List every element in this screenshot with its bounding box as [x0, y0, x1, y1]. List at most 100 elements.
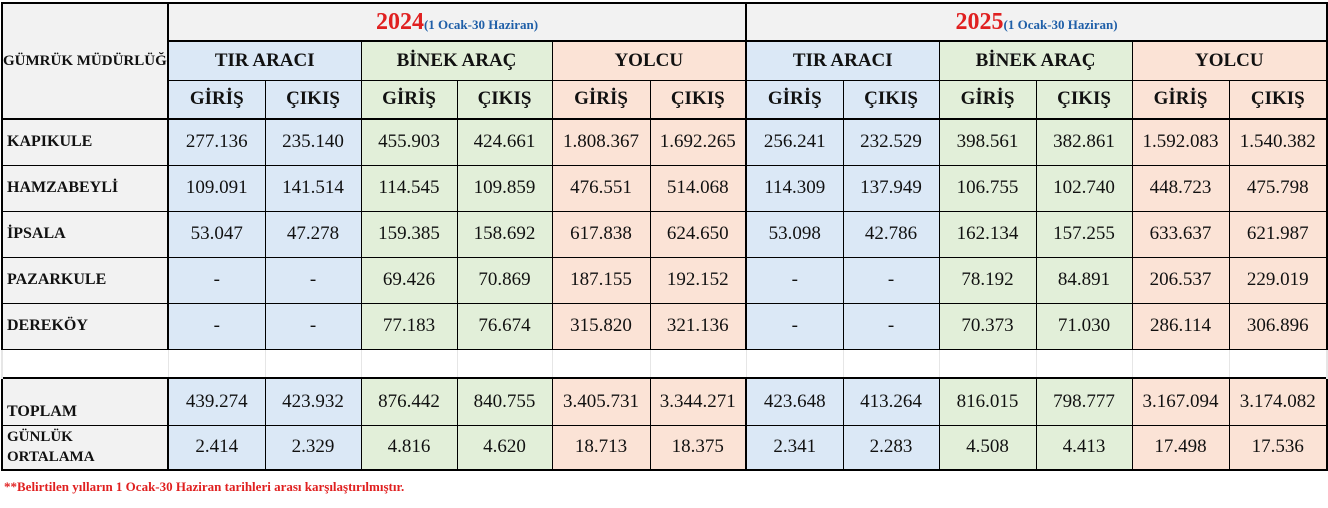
col-giris: GİRİŞ — [938, 79, 1037, 120]
average-cell: 17.536 — [1228, 424, 1328, 471]
table-cell: 448.723 — [1131, 164, 1230, 212]
table-cell: 277.136 — [167, 118, 266, 166]
table-cell: 76.674 — [456, 302, 553, 350]
table-cell: 621.987 — [1228, 210, 1328, 258]
table-cell: 235.140 — [264, 118, 362, 166]
table-cell: 70.869 — [456, 256, 553, 304]
table-cell: - — [264, 256, 362, 304]
average-cell: 4.508 — [938, 424, 1037, 471]
table-cell: - — [745, 256, 844, 304]
table-row: HAMZABEYLİ 109.091 141.514 114.545 109.859 47… — [1, 164, 1328, 212]
customs-office-name: HAMZABEYLİ — [1, 164, 169, 212]
customs-office-name: PAZARKULE — [1, 256, 169, 304]
total-cell: 3.344.271 — [649, 377, 747, 426]
average-cell: 17.498 — [1131, 424, 1230, 471]
customs-office-header: GÜMRÜK MÜDÜRLÜĞÜ — [1, 2, 169, 120]
table-cell: 71.030 — [1035, 302, 1133, 350]
col-giris: GİRİŞ — [1131, 79, 1230, 120]
table-cell: 84.891 — [1035, 256, 1133, 304]
average-cell: 4.620 — [456, 424, 553, 471]
table-cell: - — [745, 302, 844, 350]
table-cell: 137.949 — [842, 164, 940, 212]
col-cikis: ÇIKIŞ — [1035, 79, 1133, 120]
table-cell: 159.385 — [360, 210, 458, 258]
group-binek-2024: BİNEK ARAÇ — [360, 40, 553, 81]
total-cell: 3.174.082 — [1228, 377, 1328, 426]
table-cell: 206.537 — [1131, 256, 1230, 304]
table-cell: 633.637 — [1131, 210, 1230, 258]
col-cikis: ÇIKIŞ — [842, 79, 940, 120]
col-giris: GİRİŞ — [745, 79, 844, 120]
table-row: PAZARKULE - -69.426 70.869 187.155 192.152- -7… — [1, 256, 1328, 304]
average-cell: 2.341 — [745, 424, 844, 471]
table-cell: 476.551 — [551, 164, 651, 212]
group-tir-2024: TIR ARACI — [167, 40, 362, 81]
table-cell: 42.786 — [842, 210, 940, 258]
group-yolcu-2025: YOLCU — [1131, 40, 1328, 81]
table-cell: 53.047 — [167, 210, 266, 258]
average-cell: 2.414 — [167, 424, 266, 471]
total-cell: 413.264 — [842, 377, 940, 426]
customs-office-name: İPSALA — [1, 210, 169, 258]
table-cell: 141.514 — [264, 164, 362, 212]
table-cell: 69.426 — [360, 256, 458, 304]
total-row: TOPLAM 439.274 423.932 876.442 840.755 3… — [1, 377, 1328, 426]
table-cell: 286.114 — [1131, 302, 1230, 350]
customs-office-name: KAPIKULE — [1, 118, 169, 166]
average-row: GÜNLÜK ORTALAMA 2.414 2.329 4.816 4.620 1… — [1, 424, 1328, 471]
table-cell: 106.755 — [938, 164, 1037, 212]
table-cell: 1.808.367 — [551, 118, 651, 166]
table-row: İPSALA 53.047 47.278 159.385 158.692 617.838 6… — [1, 210, 1328, 258]
average-cell: 18.713 — [551, 424, 651, 471]
table-cell: 321.136 — [649, 302, 747, 350]
average-cell: 2.329 — [264, 424, 362, 471]
table-cell: - — [842, 256, 940, 304]
table-cell: 109.859 — [456, 164, 553, 212]
table-cell: 1.692.265 — [649, 118, 747, 166]
total-cell: 798.777 — [1035, 377, 1133, 426]
group-binek-2025: BİNEK ARAÇ — [938, 40, 1133, 81]
table-cell: 78.192 — [938, 256, 1037, 304]
year-header-2025: 2025(1 Ocak-30 Haziran) — [745, 2, 1328, 42]
total-cell: 439.274 — [167, 377, 266, 426]
col-giris: GİRİŞ — [551, 79, 651, 120]
table-cell: 102.740 — [1035, 164, 1133, 212]
average-label: GÜNLÜK ORTALAMA — [1, 424, 169, 471]
col-giris: GİRİŞ — [167, 79, 266, 120]
col-cikis: ÇIKIŞ — [456, 79, 553, 120]
spacer-cell — [1, 348, 169, 379]
table-cell: 232.529 — [842, 118, 940, 166]
group-yolcu-2024: YOLCU — [551, 40, 747, 81]
table-cell: 47.278 — [264, 210, 362, 258]
year-header-2024: 2024(1 Ocak-30 Haziran) — [166, 2, 747, 42]
total-label: TOPLAM — [1, 377, 169, 426]
total-cell: 3.405.731 — [551, 377, 651, 426]
table-cell: 53.098 — [745, 210, 844, 258]
table-cell: 162.134 — [938, 210, 1037, 258]
table-cell: - — [167, 302, 266, 350]
table-cell: 475.798 — [1228, 164, 1328, 212]
table-cell: - — [167, 256, 266, 304]
table-cell: 1.540.382 — [1228, 118, 1328, 166]
customs-office-name: DEREKÖY — [1, 302, 169, 350]
table-row: KAPIKULE 277.136 235.140 455.903 424.661 1.80… — [1, 118, 1328, 166]
average-cell: 2.283 — [842, 424, 940, 471]
table-cell: 617.838 — [551, 210, 651, 258]
col-giris: GİRİŞ — [360, 79, 458, 120]
table-cell: 192.152 — [649, 256, 747, 304]
table-cell: 514.068 — [649, 164, 747, 212]
table-cell: 157.255 — [1035, 210, 1133, 258]
total-cell: 423.648 — [745, 377, 844, 426]
table-cell: 114.545 — [360, 164, 458, 212]
table-cell: 624.650 — [649, 210, 747, 258]
table-cell: 455.903 — [360, 118, 458, 166]
table-cell: 77.183 — [360, 302, 458, 350]
table-cell: 109.091 — [167, 164, 266, 212]
total-cell: 876.442 — [360, 377, 458, 426]
average-cell: 4.816 — [360, 424, 458, 471]
table-cell: 1.592.083 — [1131, 118, 1230, 166]
total-cell: 840.755 — [456, 377, 553, 426]
col-cikis: ÇIKIŞ — [649, 79, 747, 120]
average-cell: 18.375 — [649, 424, 747, 471]
table-cell: 256.241 — [745, 118, 844, 166]
